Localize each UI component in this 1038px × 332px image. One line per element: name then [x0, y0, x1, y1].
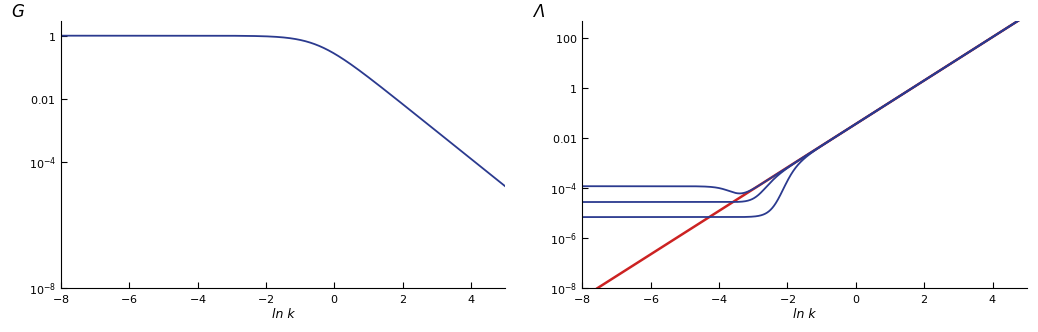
Y-axis label: Λ: Λ — [534, 3, 545, 21]
Y-axis label: G: G — [11, 3, 24, 21]
X-axis label: ln k: ln k — [272, 308, 295, 321]
X-axis label: ln k: ln k — [793, 308, 816, 321]
